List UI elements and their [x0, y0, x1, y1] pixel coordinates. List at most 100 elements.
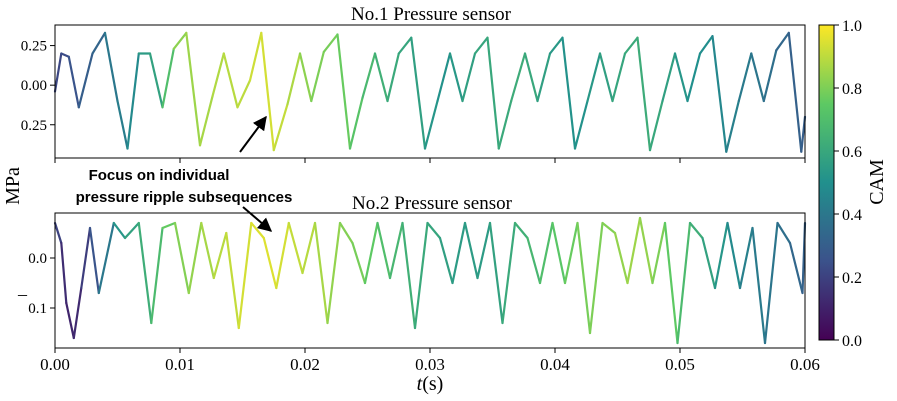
series-segment	[698, 34, 714, 55]
y-tick-label: 0.25	[21, 118, 47, 134]
series-segment	[262, 236, 278, 290]
series-segment	[486, 36, 500, 150]
panel-1-x-ticks	[54, 158, 806, 163]
series-segment	[613, 231, 629, 285]
x-axis-label-unit: (s)	[422, 373, 443, 395]
series-segment	[373, 52, 389, 103]
x-tick-label: 0.04	[540, 355, 570, 374]
x-tick-label: 0.00	[40, 355, 70, 374]
x-tick-label: 0.01	[165, 355, 195, 374]
series-segment	[510, 52, 527, 103]
series-segment	[636, 36, 652, 152]
series-segment	[436, 52, 452, 103]
panel-1-title: No.1 Pressure sensor	[351, 4, 512, 25]
x-axis-label-symbol: t	[417, 373, 423, 395]
series-segment	[501, 221, 517, 325]
series-segment	[97, 221, 115, 295]
series-segment	[725, 99, 740, 153]
x-tick-label: 0.03	[415, 355, 445, 374]
series-segment	[211, 52, 225, 98]
series-segment	[413, 221, 429, 330]
series-segment	[423, 99, 439, 150]
series-segment	[598, 52, 614, 103]
series-segment	[287, 221, 304, 275]
annotation-arrow-up	[239, 115, 267, 153]
colorbar-tick-label: 0.8	[842, 81, 862, 98]
colorbar-tick-label: 0.2	[842, 270, 862, 287]
series-segment	[185, 31, 202, 147]
series-segment	[53, 221, 63, 245]
series-segment	[787, 31, 803, 153]
series-segment	[172, 31, 188, 50]
series-segment	[298, 52, 313, 103]
series-segment	[351, 241, 367, 285]
series-segment	[322, 33, 339, 54]
series-segment	[538, 221, 554, 285]
series-segment	[198, 95, 214, 147]
series-segment	[737, 52, 753, 103]
series-segment	[451, 221, 467, 285]
series-segment	[463, 221, 479, 280]
series-segment	[212, 231, 228, 280]
series-segment	[711, 34, 728, 153]
series-segment	[286, 52, 302, 106]
series-segment	[173, 221, 190, 295]
series-segment	[363, 221, 379, 285]
series-segment	[651, 221, 667, 285]
series-segment	[225, 231, 240, 330]
series-segment	[713, 221, 729, 290]
panel-1-y-ticks: 0.25 0.00 0.25	[21, 39, 55, 134]
series-segment	[701, 236, 717, 290]
colorbar-ticks: 0.0 0.2 0.4 0.6 0.8 1.0	[834, 18, 862, 350]
series-segment	[401, 221, 417, 330]
series-segment	[72, 286, 83, 340]
series-segment	[361, 52, 377, 99]
series-segment	[676, 221, 692, 345]
series-segment	[586, 52, 602, 103]
series-segment	[661, 52, 677, 103]
panel-2: No.2 Pressure sensor 0.0 0.1 0.00 0.01 0.02…	[17, 193, 820, 374]
x-tick-label: 0.05	[665, 355, 695, 374]
series-segment	[488, 221, 504, 325]
series-segment	[236, 79, 252, 109]
y-tick-label: 0.1	[28, 301, 47, 317]
series-segment	[275, 221, 290, 290]
panel-1-frame	[54, 24, 806, 159]
panel-2-y-ticks: 0.0 0.1	[28, 251, 55, 317]
colorbar: 0.0 0.2 0.4 0.6 0.8 1.0 CAM	[818, 18, 888, 350]
panel-2-stray-minus: –	[17, 284, 28, 304]
x-tick-label: 0.02	[290, 355, 320, 374]
series-segment	[601, 221, 617, 235]
panel-1-series	[53, 31, 807, 153]
series-segment	[663, 221, 679, 345]
series-segment	[473, 36, 489, 55]
series-segment	[91, 31, 107, 55]
series-segment	[523, 52, 539, 103]
series-segment	[561, 36, 577, 150]
series-segment	[448, 52, 464, 103]
series-segment	[338, 221, 354, 245]
series-segment	[476, 221, 492, 280]
series-segment	[260, 31, 275, 152]
series-segment	[65, 301, 75, 340]
series-segment	[426, 221, 442, 240]
series-segment	[576, 221, 592, 335]
series-segment	[750, 52, 765, 103]
series-segment	[53, 52, 63, 93]
series-segment	[388, 221, 404, 280]
series-segment	[161, 221, 177, 230]
colorbar-tick-label: 1.0	[842, 18, 862, 35]
series-segment	[638, 216, 654, 285]
series-segment	[397, 36, 413, 55]
series-segment	[67, 55, 80, 109]
y-tick-label: 0.25	[21, 39, 47, 55]
panel-1: No.1 Pressure sensor 0.25 0.00 0.25	[21, 4, 807, 163]
x-axis-label: t(s)	[417, 373, 444, 395]
colorbar-bar	[818, 24, 835, 341]
series-segment	[272, 103, 289, 152]
series-segment	[150, 226, 164, 325]
annotation-arrow-down	[242, 206, 273, 232]
series-segment	[187, 221, 203, 295]
series-segment	[301, 221, 317, 275]
